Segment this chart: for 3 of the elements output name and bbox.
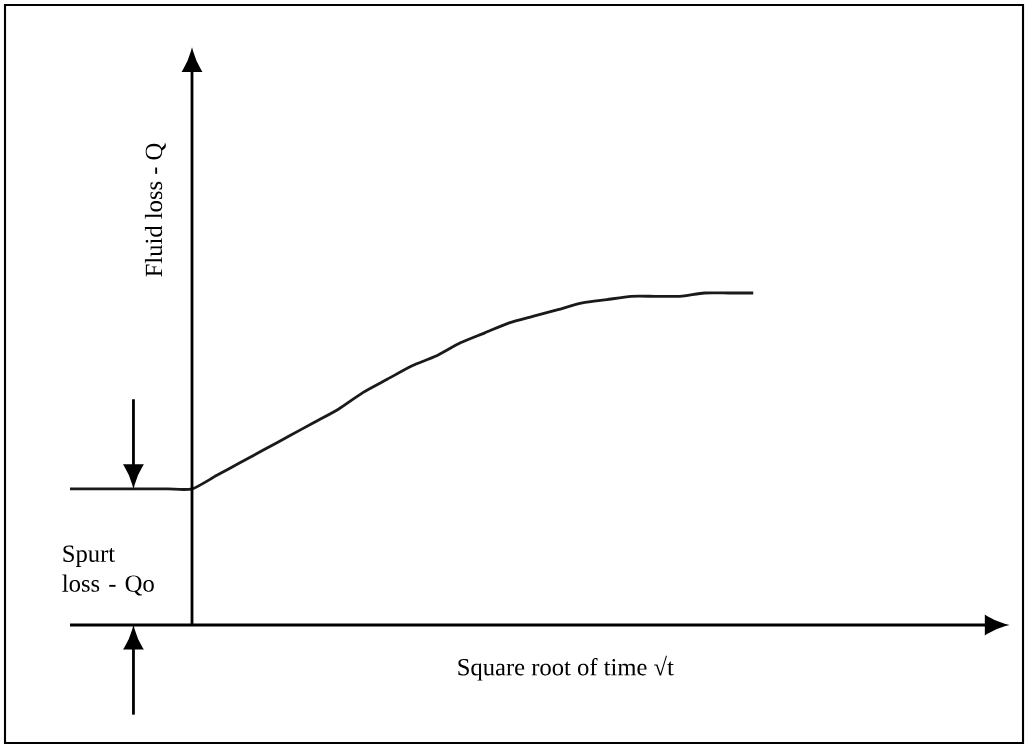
- annotation: Spurt loss - Qo: [62, 545, 154, 596]
- y-axis-title: Fluid loss - Q: [144, 143, 166, 277]
- x-axis-title: Square root of time √t: [458, 655, 674, 681]
